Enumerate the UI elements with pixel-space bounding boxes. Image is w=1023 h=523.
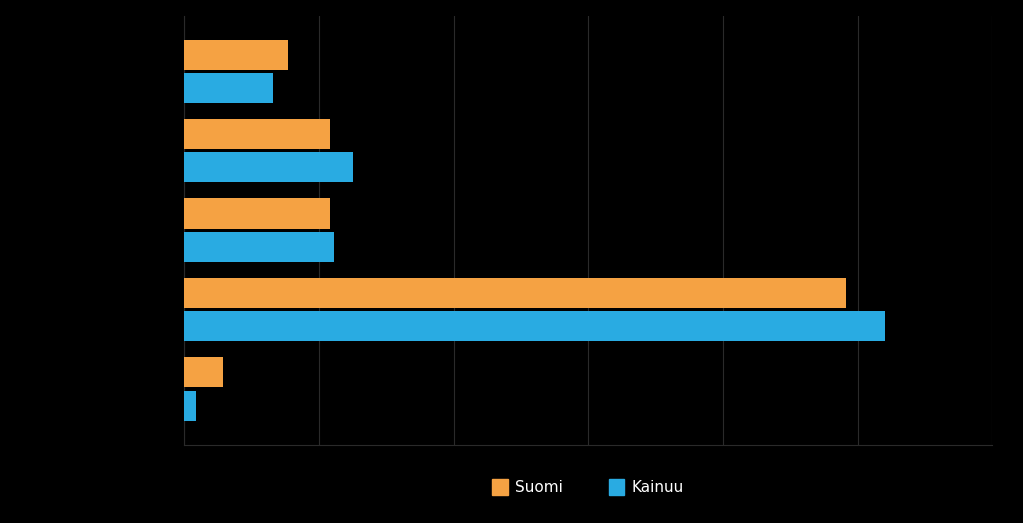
Bar bbox=[184, 278, 846, 308]
Bar bbox=[184, 311, 885, 342]
Bar bbox=[184, 198, 330, 229]
Bar bbox=[184, 40, 288, 70]
Legend: Suomi, Kainuu: Suomi, Kainuu bbox=[486, 473, 691, 501]
Bar bbox=[184, 73, 273, 103]
Bar bbox=[184, 357, 223, 388]
Bar bbox=[184, 391, 195, 420]
Bar bbox=[184, 232, 335, 262]
Bar bbox=[184, 119, 330, 149]
Bar bbox=[184, 152, 354, 183]
